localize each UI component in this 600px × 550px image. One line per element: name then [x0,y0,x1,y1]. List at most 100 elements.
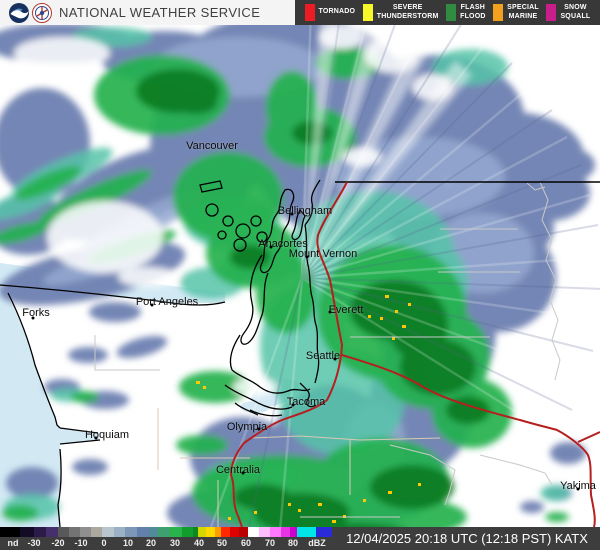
highways [229,181,600,527]
scale-segment-3 [46,527,58,537]
scale-segment-24 [259,527,270,537]
city-label-mount-vernon: Mount Vernon [288,248,358,260]
scale-segment-10 [125,527,137,537]
scale-label-nd: nd [7,538,19,548]
scale-segment-8 [102,527,114,537]
city-dot-yakima [576,487,580,491]
scale-segment-7 [91,527,102,537]
city-label-yakima: Yakima [560,480,596,492]
radar-beam-spokes [209,25,600,527]
scale-label--20: -20 [51,538,65,548]
reflectivity-scale [0,527,332,537]
scale-segment-18 [206,527,215,537]
city-dot-bellingham [290,212,294,216]
city-dot-tacoma [291,403,295,407]
scale-segment-12 [149,527,158,537]
warning-legend-item-severe-thunderstorm: SEVERE THUNDERSTORM [362,4,439,21]
scale-segment-25 [270,527,281,537]
county-lines-south [157,408,441,527]
scale-segment-21 [230,527,239,537]
header-bar: NATIONAL WEATHER SERVICE TORNADO SEVERE TH… [0,0,600,25]
city-dot-hoquiam [94,436,98,440]
radar-image [0,25,600,527]
scale-label--10: -10 [74,538,88,548]
city-dot-port-angeles [150,303,154,307]
interstate-5 [229,181,348,527]
scale-label-10: 10 [122,538,134,548]
city-label-everett: Everett [328,304,364,316]
scale-label-80: 80 [287,538,299,548]
noaa-logo[interactable] [9,2,29,23]
interstate-90 [341,354,596,527]
scale-segment-11 [137,527,149,537]
city-label-seattle: Seattle [305,350,341,362]
warning-legend-item-tornado: TORNADO [304,4,356,21]
scale-segment-9 [114,527,125,537]
scale-segment-17 [198,527,206,537]
warning-legend-item-snow-squall: SNOW SQUALL [546,4,590,21]
city-dot-olympia [257,427,261,431]
scale-segment-23 [248,527,259,537]
tornado-label: TORNADO [318,8,356,16]
special-marine-label: SPECIAL MARINE [507,4,539,20]
highway-spur [577,431,600,443]
snow-squall-label: SNOW SQUALL [560,4,591,20]
city-label-tacoma: Tacoma [286,396,326,408]
flash-flood-color-swatch [446,4,457,21]
scale-segment-1 [20,527,34,537]
scale-segment-28 [297,527,316,537]
special-marine-color-swatch [493,4,504,21]
city-dot-everett [328,310,332,314]
warning-legend: TORNADO SEVERE THUNDERSTORM FLASH FLOOD SPECI… [295,0,600,25]
warning-legend-item-special-marine: SPECIAL MARINE [493,4,539,21]
scale-segment-16 [193,527,198,537]
city-label-hoquiam: Hoquiam [84,429,130,441]
scale-label-50: 50 [216,538,228,548]
scale-segment-4 [58,527,69,537]
scale-segment-5 [69,527,80,537]
city-dot-forks [31,316,35,320]
scale-label-0: 0 [101,538,107,548]
county-lines [94,181,561,518]
severe-thunderstorm-color-swatch [362,4,373,21]
scale-segment-19 [215,527,221,537]
warning-legend-item-flash-flood: FLASH FLOOD [446,4,486,21]
scale-label-30: 30 [169,538,181,548]
site-title: NATIONAL WEATHER SERVICE [59,5,261,20]
city-dot-centralia [241,471,245,475]
coastlines [0,179,321,527]
city-label-forks: Forks [22,307,50,319]
scale-segment-2 [34,527,46,537]
scale-label--30: -30 [27,538,41,548]
scale-segment-20 [221,527,230,537]
tornado-color-swatch [304,4,315,21]
radar-map[interactable]: Vancouver Bellingham Anacortes Mount Vernon… [0,25,600,527]
scale-segment-15 [182,527,193,537]
scale-segment-13 [158,527,170,537]
scale-segment-29 [316,527,332,537]
city-label-centralia: Centralia [215,464,261,476]
status-bar: nd -30 -20 -10 0 10 20 30 40 50 60 70 80 dBZ 12/04/20… [0,527,600,550]
scale-segment-14 [170,527,182,537]
scale-label-20: 20 [145,538,157,548]
nws-logo[interactable] [32,2,52,23]
city-label-olympia: Olympia [226,421,268,433]
scale-segment-26 [281,527,290,537]
scale-segment-0 [0,527,20,537]
city-label-port-angeles: Port Angeles [135,296,199,308]
radar-echoes [0,25,595,527]
city-dot-anacortes [269,245,273,249]
scale-segment-6 [80,527,91,537]
city-label-bellingham: Bellingham [277,205,333,217]
scale-label-dbz: dBZ [308,538,326,548]
city-dot-mount-vernon [305,255,309,259]
scale-segment-22 [239,527,248,537]
scale-segment-27 [290,527,297,537]
severe-thunderstorm-label: SEVERE THUNDERSTORM [376,4,439,20]
city-dot-seattle [333,357,337,361]
scale-label-40: 40 [193,538,205,548]
snow-squall-color-swatch [546,4,557,21]
timestamp: 12/04/2025 20:18 UTC (12:18 PST) KATX [346,531,588,546]
flash-flood-label: FLASH FLOOD [460,4,486,20]
